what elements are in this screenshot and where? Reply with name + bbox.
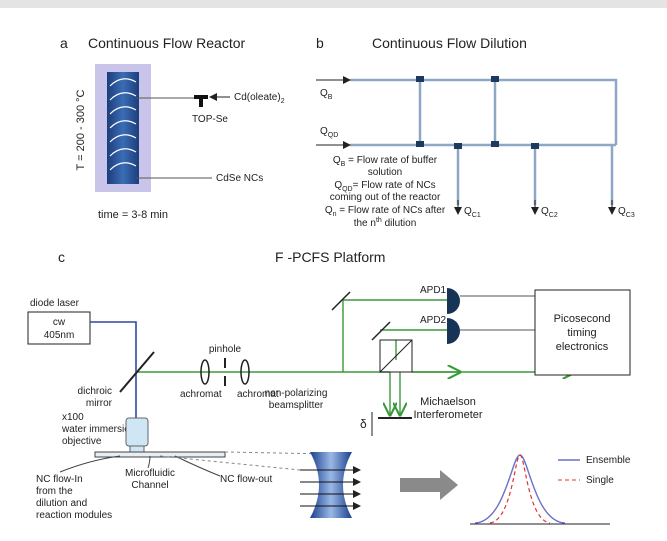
panel-b: b Continuous Flow Dilution QB QQD QC1 QC… bbox=[316, 35, 635, 229]
mirror bbox=[332, 292, 350, 310]
legend-label: Single bbox=[586, 475, 614, 486]
subscript: C3 bbox=[626, 212, 635, 219]
panel-title: Continuous Flow Reactor bbox=[88, 35, 246, 51]
detector bbox=[447, 318, 460, 344]
panel-title: F -PCFS Platform bbox=[275, 249, 385, 265]
product: CdSe NCs bbox=[216, 173, 263, 184]
flow-in-label: reaction modules bbox=[36, 510, 112, 521]
delay-label: δ bbox=[360, 417, 367, 431]
electronics-label: Picosecond bbox=[554, 313, 611, 325]
lens-label: achromat bbox=[180, 389, 222, 400]
dichroic-label: mirror bbox=[86, 398, 113, 409]
output-label: QC3 bbox=[618, 206, 635, 219]
panel-letter: b bbox=[316, 35, 324, 51]
zoom-line bbox=[160, 456, 300, 470]
subscript: QD bbox=[328, 132, 339, 139]
input-label: QB bbox=[320, 88, 333, 101]
subscript: C1 bbox=[472, 212, 481, 219]
top-border bbox=[0, 0, 667, 8]
figure: a Continuous Flow Reactor T = 200 - 300 … bbox=[0, 0, 667, 536]
channel-label: Channel bbox=[131, 480, 168, 491]
objective-label: x100 bbox=[62, 412, 84, 423]
output-label: QC1 bbox=[464, 206, 481, 219]
temperature: T = 200 - 300 °C bbox=[75, 89, 87, 170]
objective-tip bbox=[130, 446, 144, 452]
objective-label: water immersion bbox=[61, 424, 135, 435]
panel-a: a Continuous Flow Reactor T = 200 - 300 … bbox=[60, 35, 285, 221]
time: time = 3-8 min bbox=[98, 209, 168, 221]
electronics-label: electronics bbox=[556, 341, 609, 353]
legend-line: Qn = Flow rate of NCs after bbox=[325, 205, 446, 218]
subscript: 2 bbox=[281, 98, 285, 105]
panel-letter: c bbox=[58, 249, 65, 265]
label: = Flow rate of NCs after bbox=[337, 205, 446, 216]
label: = Flow rate of NCs bbox=[353, 180, 436, 191]
ensemble-curve bbox=[475, 455, 565, 523]
channel-label: Microfluidic bbox=[125, 468, 175, 479]
reactor bbox=[107, 72, 139, 184]
laser-label: cw bbox=[53, 317, 66, 328]
interferometer-label: Michaelson bbox=[420, 396, 476, 408]
beamsplitter-label: non-polarizing bbox=[265, 388, 328, 399]
input-label: QQD bbox=[320, 126, 338, 139]
subscript: B bbox=[328, 94, 333, 101]
laser-label: diode laser bbox=[30, 298, 80, 309]
flow-in-label: from the bbox=[36, 486, 73, 497]
dichroic-label: dichroic bbox=[78, 386, 112, 397]
beamsplitter-label: beamsplitter bbox=[269, 400, 324, 411]
process-arrow bbox=[400, 470, 458, 500]
laser-label: 405nm bbox=[44, 330, 75, 341]
detector bbox=[447, 288, 460, 314]
pinhole-label: pinhole bbox=[209, 344, 242, 355]
panel-c: c F -PCFS Platform diode laser cw 405nm … bbox=[28, 249, 631, 524]
legend-line: coming out of the reactor bbox=[330, 192, 441, 203]
panel-letter: a bbox=[60, 35, 68, 51]
t-junction bbox=[199, 95, 203, 107]
junctions bbox=[416, 76, 539, 149]
objective bbox=[126, 418, 148, 446]
focal-volume bbox=[310, 452, 352, 518]
interferometer-label: Interferometer bbox=[413, 409, 482, 421]
legend-line: the nth dilution bbox=[354, 217, 417, 229]
detector-label: APD2 bbox=[420, 315, 447, 326]
mirror bbox=[372, 322, 390, 340]
out-arrows bbox=[458, 200, 612, 214]
label: = Flow rate of buffer bbox=[345, 155, 437, 166]
reagent: TOP-Se bbox=[192, 114, 228, 125]
subscript: C2 bbox=[549, 212, 558, 219]
label: the n bbox=[354, 218, 376, 229]
output-label: QC2 bbox=[541, 206, 558, 219]
legend-label: Ensemble bbox=[586, 455, 631, 466]
label: dilution bbox=[382, 218, 416, 229]
flow-in-label: NC flow-In bbox=[36, 474, 83, 485]
flow-out-label: NC flow-out bbox=[220, 474, 272, 485]
electronics-label: timing bbox=[567, 327, 596, 339]
label: Cd(oleate) bbox=[234, 92, 281, 103]
flow-in-label: dilution and bbox=[36, 498, 87, 509]
objective-label: objective bbox=[62, 436, 102, 447]
legend: QB = Flow rate of buffer solution QQD= F… bbox=[325, 155, 446, 229]
legend-line: solution bbox=[368, 167, 402, 178]
panel-title: Continuous Flow Dilution bbox=[372, 35, 527, 51]
detector-label: APD1 bbox=[420, 285, 447, 296]
precursor: Cd(oleate)2 bbox=[234, 92, 285, 105]
single-curve bbox=[490, 455, 550, 523]
